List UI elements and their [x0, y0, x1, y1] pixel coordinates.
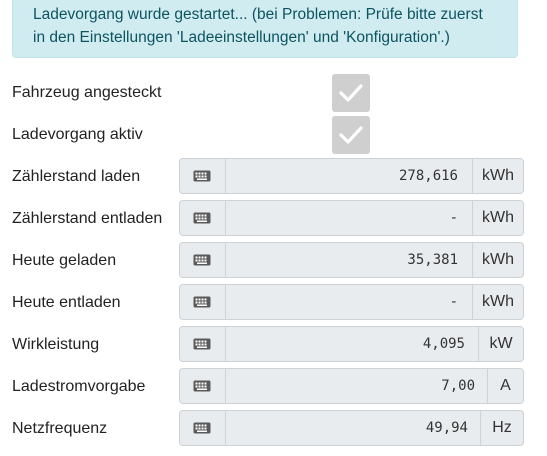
charged-today-field: 35,381 kWh: [179, 242, 524, 278]
status-row-charging-active: Ladevorgang aktiv: [0, 115, 547, 155]
charging-active-checkbox[interactable]: [332, 116, 370, 154]
plugged-in-checkbox[interactable]: [332, 74, 370, 112]
current-setpoint-value: 7,00: [441, 378, 475, 394]
discharge-counter-value: -: [449, 210, 458, 226]
charging-active-label: Ladevorgang aktiv: [12, 126, 143, 143]
alert-line-2: in den Einstellungen 'Ladeeinstellungen'…: [33, 29, 450, 46]
meter-row-charged-today: Heute geladen 35,381 kWh: [0, 241, 547, 281]
check-icon: [339, 84, 363, 102]
discharged-today-field: - kWh: [179, 284, 524, 320]
grid-frequency-unit: Hz: [480, 411, 523, 445]
discharged-today-unit: kWh: [472, 285, 523, 319]
meter-row-discharged-today: Heute entladen - kWh: [0, 283, 547, 323]
meter-row-discharge-counter: Zählerstand entladen - kWh: [0, 199, 547, 239]
meter-row-active-power: Wirkleistung 4,095 kW: [0, 325, 547, 365]
plugged-in-label: Fahrzeug angesteckt: [12, 84, 162, 101]
grid-frequency-label: Netzfrequenz: [12, 420, 108, 437]
charged-today-value: 35,381: [407, 252, 458, 268]
charge-counter-label: Zählerstand laden: [12, 168, 141, 185]
discharge-counter-field: - kWh: [179, 200, 524, 236]
alert-line-1: Ladevorgang wurde gestartet... (bei Prob…: [33, 6, 483, 23]
keyboard-icon: [193, 380, 211, 392]
keypad-button[interactable]: [180, 159, 226, 193]
discharged-today-value: -: [449, 294, 458, 310]
charge-counter-unit: kWh: [472, 159, 523, 193]
current-setpoint-field: 7,00 A: [179, 368, 524, 404]
keypad-button[interactable]: [180, 327, 226, 361]
check-icon: [339, 126, 363, 144]
meter-row-current-setpoint: Ladestromvorgabe 7,00 A: [0, 367, 547, 407]
active-power-label: Wirkleistung: [12, 336, 100, 353]
keypad-button[interactable]: [180, 369, 226, 403]
discharge-counter-unit: kWh: [472, 201, 523, 235]
keypad-button[interactable]: [180, 411, 226, 445]
grid-frequency-field: 49,94 Hz: [179, 410, 524, 446]
keyboard-icon: [193, 422, 211, 434]
grid-frequency-value: 49,94: [425, 420, 468, 436]
active-power-unit: kW: [478, 327, 523, 361]
status-row-plugged-in: Fahrzeug angesteckt: [0, 73, 547, 113]
meter-row-grid-frequency: Netzfrequenz 49,94 Hz: [0, 409, 547, 449]
active-power-value: 4,095: [422, 336, 465, 352]
charge-counter-field: 278,616 kWh: [179, 158, 524, 194]
current-setpoint-unit: A: [487, 369, 523, 403]
keyboard-icon: [193, 338, 211, 350]
keyboard-icon: [193, 296, 211, 308]
active-power-field: 4,095 kW: [179, 326, 524, 362]
charged-today-label: Heute geladen: [12, 252, 117, 269]
keyboard-icon: [193, 254, 211, 266]
info-alert: Ladevorgang wurde gestartet... (bei Prob…: [12, 0, 518, 58]
current-setpoint-label: Ladestromvorgabe: [12, 378, 146, 395]
keyboard-icon: [193, 170, 211, 182]
meter-row-charge-counter: Zählerstand laden 278,616 kWh: [0, 157, 547, 197]
keypad-button[interactable]: [180, 243, 226, 277]
discharge-counter-label: Zählerstand entladen: [12, 210, 163, 227]
keypad-button[interactable]: [180, 285, 226, 319]
discharged-today-label: Heute entladen: [12, 294, 121, 311]
keyboard-icon: [193, 212, 211, 224]
keypad-button[interactable]: [180, 201, 226, 235]
charge-counter-value: 278,616: [398, 168, 458, 184]
charged-today-unit: kWh: [472, 243, 523, 277]
